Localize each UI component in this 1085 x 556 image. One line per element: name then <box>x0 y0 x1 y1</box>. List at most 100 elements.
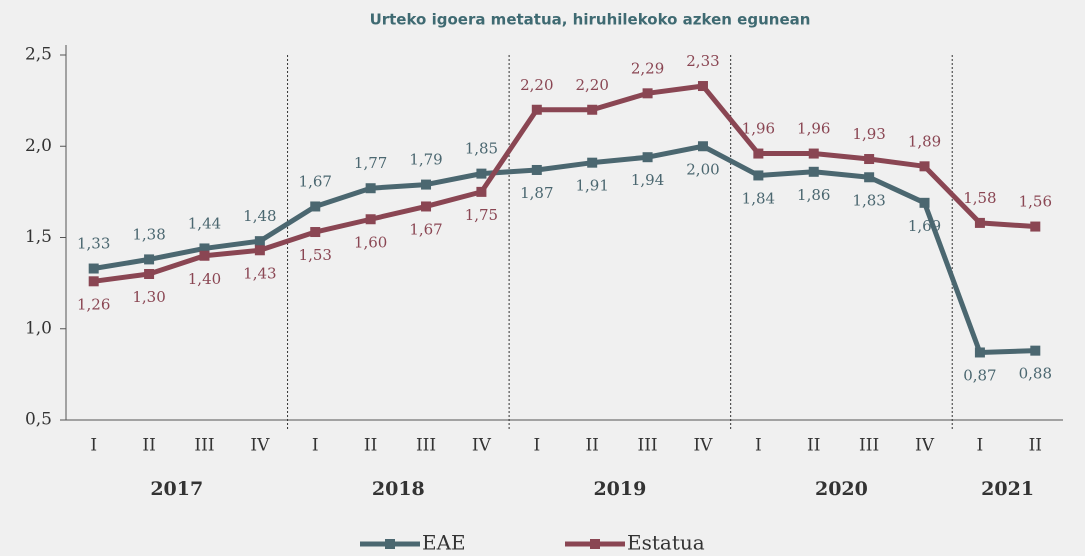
point-marker <box>1030 221 1041 232</box>
point-marker <box>365 214 376 225</box>
point-marker <box>864 154 875 165</box>
x-tick-label: IV <box>250 436 270 456</box>
x-tick-label: II <box>142 436 155 456</box>
point-marker <box>254 236 265 247</box>
y-tick-label: 2,0 <box>25 136 52 156</box>
value-label: 1,58 <box>963 189 996 207</box>
value-label: 1,84 <box>742 189 775 207</box>
point-marker <box>88 263 99 274</box>
series-line <box>93 83 1036 284</box>
value-label: 1,93 <box>852 125 885 143</box>
value-label: 2,33 <box>686 52 719 70</box>
legend-label: EAE <box>422 531 466 555</box>
point-marker <box>587 104 598 115</box>
legend-marker <box>590 539 600 549</box>
value-label: 1,30 <box>132 288 165 306</box>
point-marker <box>531 104 542 115</box>
y-tick-label: 1,0 <box>25 318 52 338</box>
value-label: 0,88 <box>1019 365 1052 383</box>
year-label: 2017 <box>150 478 203 500</box>
point-marker <box>421 201 432 212</box>
point-marker <box>697 141 708 152</box>
x-tick-label: II <box>364 436 377 456</box>
value-label: 1,86 <box>797 186 830 204</box>
value-label: 0,87 <box>963 366 996 384</box>
value-label: 1,87 <box>520 184 553 202</box>
year-label: 2021 <box>981 478 1034 500</box>
value-label: 1,38 <box>132 225 165 243</box>
point-marker <box>753 148 764 159</box>
point-marker <box>144 254 155 265</box>
point-marker <box>531 164 542 175</box>
x-tick-label: IV <box>693 436 713 456</box>
value-label: 1,91 <box>575 177 608 195</box>
value-label: 1,69 <box>908 217 941 235</box>
point-marker <box>199 250 210 261</box>
point-marker <box>808 166 819 177</box>
y-tick-label: 1,5 <box>25 227 52 247</box>
point-marker <box>199 243 210 254</box>
point-marker <box>919 197 930 208</box>
year-label: 2020 <box>815 478 868 500</box>
point-marker <box>365 183 376 194</box>
x-tick-label: III <box>194 436 214 456</box>
value-label: 1,79 <box>409 151 442 169</box>
value-label: 1,26 <box>77 295 110 313</box>
point-marker <box>587 157 598 168</box>
value-label: 1,56 <box>1019 193 1052 211</box>
value-label: 1,96 <box>797 120 830 138</box>
point-marker <box>88 276 99 287</box>
value-label: 1,48 <box>243 207 276 225</box>
year-label: 2019 <box>593 478 646 500</box>
value-label: 1,96 <box>742 120 775 138</box>
point-marker <box>808 148 819 159</box>
value-label: 1,94 <box>631 171 664 189</box>
value-label: 1,43 <box>243 264 276 282</box>
point-marker <box>753 170 764 181</box>
y-tick-label: 0,5 <box>25 410 52 430</box>
point-marker <box>310 227 321 238</box>
value-label: 2,29 <box>631 59 664 77</box>
point-marker <box>144 269 155 279</box>
x-tick-label: I <box>312 436 319 456</box>
point-marker <box>476 168 487 179</box>
legend-marker <box>385 539 395 549</box>
y-tick-label: 2,5 <box>25 45 52 65</box>
value-label: 1,53 <box>299 246 332 264</box>
value-label: 1,85 <box>465 140 498 158</box>
value-label: 1,60 <box>354 233 387 251</box>
x-tick-label: IV <box>915 436 935 456</box>
value-label: 1,67 <box>299 172 332 190</box>
x-tick-label: I <box>977 436 984 456</box>
value-label: 1,83 <box>852 191 885 209</box>
point-marker <box>642 88 653 99</box>
point-marker <box>697 81 708 92</box>
x-tick-label: IV <box>472 436 492 456</box>
x-tick-label: I <box>90 436 97 456</box>
value-label: 1,44 <box>188 214 221 232</box>
chart-title: Urteko igoera metatua, hiruhilekoko azke… <box>370 11 811 29</box>
point-marker <box>1030 345 1041 356</box>
point-marker <box>974 347 985 358</box>
x-tick-label: III <box>638 436 658 456</box>
value-label: 2,20 <box>520 76 553 94</box>
x-tick-label: II <box>807 436 820 456</box>
value-label: 1,89 <box>908 132 941 150</box>
value-label: 1,75 <box>465 206 498 224</box>
series-line <box>93 143 1036 355</box>
point-marker <box>642 152 653 163</box>
point-marker <box>476 186 487 197</box>
point-marker <box>919 161 930 172</box>
x-tick-label: III <box>859 436 879 456</box>
point-marker <box>421 179 432 190</box>
x-tick-label: III <box>416 436 436 456</box>
x-tick-label: II <box>585 436 598 456</box>
x-tick-label: I <box>533 436 540 456</box>
legend-label: Estatua <box>627 531 705 555</box>
value-label: 2,20 <box>575 76 608 94</box>
value-label: 1,77 <box>354 154 387 172</box>
x-tick-label: II <box>1029 436 1042 456</box>
x-tick-label: I <box>755 436 762 456</box>
point-marker <box>310 201 321 212</box>
